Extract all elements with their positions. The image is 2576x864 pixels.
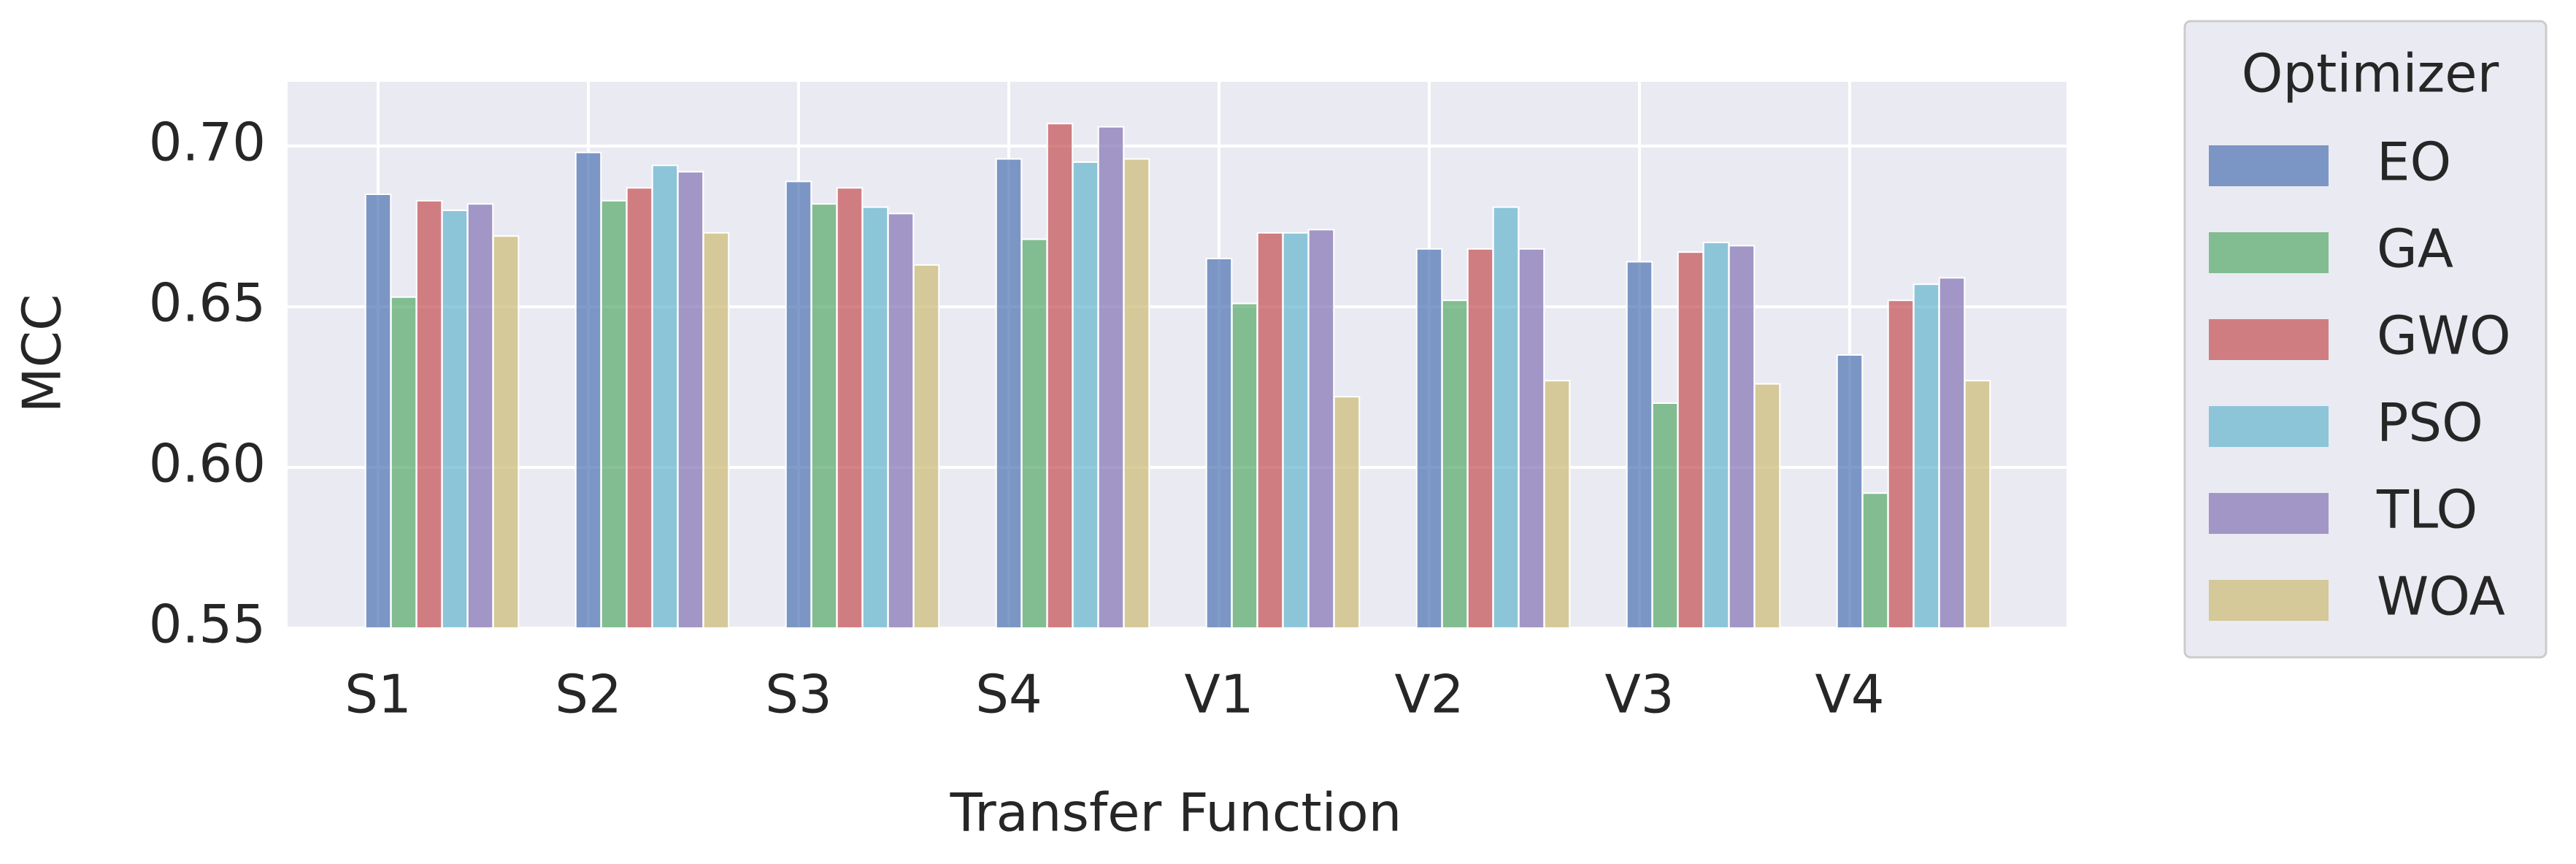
legend-swatch xyxy=(2209,232,2329,273)
legend-label: EO xyxy=(2377,131,2451,193)
bar xyxy=(1518,248,1545,629)
x-tick-label: S2 xyxy=(555,664,622,725)
bar xyxy=(1728,245,1756,629)
legend-swatch xyxy=(2209,580,2329,621)
bar xyxy=(415,199,443,629)
legend-label: TLO xyxy=(2376,479,2477,540)
bar xyxy=(1677,251,1704,629)
bar xyxy=(1964,380,1991,629)
bar xyxy=(702,232,730,629)
legend-label: PSO xyxy=(2377,392,2483,454)
x-tick-label: V2 xyxy=(1394,664,1464,725)
bar xyxy=(836,187,864,629)
bar xyxy=(466,203,494,629)
bar xyxy=(810,203,838,629)
x-tick-label: V1 xyxy=(1184,664,1253,725)
legend-swatch xyxy=(2209,406,2329,447)
bar xyxy=(1205,258,1233,629)
legend-label: GA xyxy=(2377,218,2453,280)
x-tick-label: S3 xyxy=(765,664,832,725)
bar xyxy=(651,164,679,629)
bar xyxy=(600,199,628,629)
bar xyxy=(1123,158,1150,630)
bar xyxy=(887,213,915,629)
y-axis-label: MCC xyxy=(12,294,73,413)
legend-label: GWO xyxy=(2377,305,2511,367)
y-tick-label: 0.55 xyxy=(149,594,266,655)
bar xyxy=(1912,283,1940,629)
legend-swatch xyxy=(2209,319,2329,360)
bar xyxy=(785,180,812,629)
bar xyxy=(1307,229,1335,629)
legend-label: WOA xyxy=(2377,566,2505,627)
bar xyxy=(1466,248,1494,629)
y-tick-label: 0.60 xyxy=(149,433,266,494)
bar xyxy=(1097,126,1125,630)
bar xyxy=(1282,232,1310,629)
bar xyxy=(1887,299,1915,629)
bar xyxy=(1441,299,1469,629)
bar xyxy=(1492,206,1520,630)
plot-area xyxy=(288,82,2066,628)
bar xyxy=(1702,242,1730,629)
bar xyxy=(626,187,653,629)
legend-title: Optimizer xyxy=(2242,43,2499,104)
y-tick-label: 0.70 xyxy=(149,112,266,173)
bar xyxy=(1626,261,1653,629)
bar xyxy=(1861,492,1889,630)
bar xyxy=(995,158,1023,630)
x-tick-label: S4 xyxy=(975,664,1042,725)
bar xyxy=(912,264,940,629)
bar xyxy=(1651,402,1679,629)
bar xyxy=(1231,302,1258,629)
bar xyxy=(1046,123,1074,629)
bar xyxy=(677,171,704,629)
y-tick-label: 0.65 xyxy=(149,272,266,334)
bar xyxy=(1020,238,1048,630)
bar xyxy=(492,235,520,629)
bar xyxy=(861,206,889,630)
legend-swatch xyxy=(2209,493,2329,534)
legend-swatch xyxy=(2209,145,2329,186)
bar xyxy=(1938,277,1966,629)
x-tick-label: V3 xyxy=(1604,664,1674,725)
bar xyxy=(441,210,469,629)
x-tick-label: V4 xyxy=(1815,664,1884,725)
bar xyxy=(1415,248,1443,629)
bar xyxy=(364,194,392,629)
bar xyxy=(1753,383,1781,629)
bar xyxy=(1543,380,1571,629)
bar xyxy=(1333,396,1361,629)
bar xyxy=(1256,232,1284,629)
bar xyxy=(1072,161,1099,629)
bar xyxy=(390,296,418,629)
bar xyxy=(574,151,602,630)
x-tick-label: S1 xyxy=(345,664,412,725)
x-axis-label: Transfer Function xyxy=(950,782,1402,844)
bar xyxy=(1836,354,1864,629)
